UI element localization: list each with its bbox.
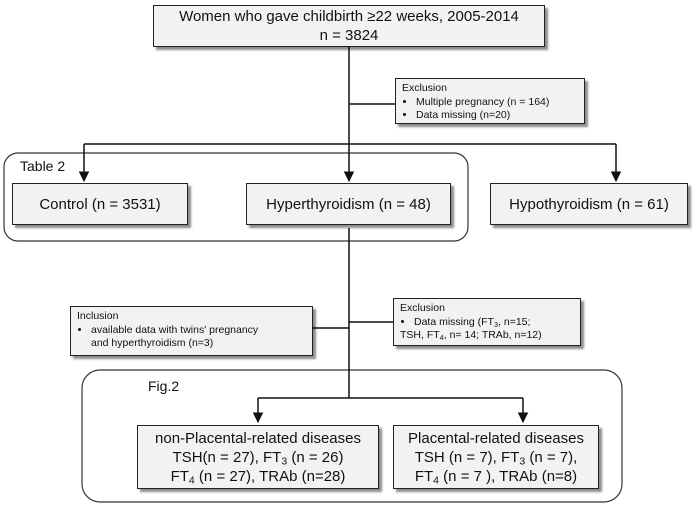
placental-line-2: TSH (n = 7), FT3 (n = 7), [415, 448, 578, 467]
non-placental-text: (n = 26) [287, 448, 344, 466]
subscript: 3 [281, 455, 288, 468]
exclusion-box-2: Exclusion Data missing (FT3, n=15; TSH, … [393, 298, 581, 346]
subscript: 4 [433, 474, 440, 487]
placental-title: Placental-related diseases [408, 429, 584, 447]
non-placental-box: non-Placental-related diseases TSH(n = 2… [137, 425, 379, 489]
exclusion-1-list: Multiple pregnancy (n = 164) Data missin… [402, 96, 578, 122]
exclusion-2-text: TSH, FT [400, 329, 440, 341]
inclusion-line-1: available data with twins' pregnancy [91, 324, 259, 336]
placental-text: TSH (n = 7), FT [414, 448, 520, 466]
subscript: 4 [439, 332, 444, 342]
exclusion-2-title: Exclusion [400, 302, 445, 314]
group-outline-table2 [3, 152, 469, 242]
inclusion-item: available data with twins' pregnancy and… [91, 324, 306, 350]
table2-group-label: Table 2 [20, 158, 66, 174]
non-placental-text: FT [170, 467, 189, 485]
non-placental-title: non-Placental-related diseases [155, 429, 361, 447]
inclusion-list: available data with twins' pregnancy and… [77, 324, 306, 350]
group-outline-fig2 [81, 369, 623, 503]
hypothyroidism-box: Hypothyroidism (n = 61) [490, 183, 688, 225]
exclusion-2-text: , n=15; [498, 316, 531, 328]
exclusion-2-list: Data missing (FT3, n=15; [400, 316, 574, 329]
exclusion-2-line-2: TSH, FT4, n= 14; TRAb, n=12) [400, 329, 574, 342]
exclusion-2-text: Data missing (FT [414, 316, 494, 328]
subscript: 3 [493, 319, 499, 329]
hyperthyroidism-box: Hyperthyroidism (n = 48) [246, 183, 451, 225]
population-title: Women who gave childbirth ≥22 weeks, 200… [179, 8, 519, 25]
exclusion-2-text: , n= 14; TRAb, n=12) [443, 329, 542, 341]
inclusion-box: Inclusion available data with twins' pre… [70, 306, 313, 356]
fig2-group-label: Fig.2 [148, 378, 180, 394]
inclusion-line-2: and hyperthyroidism (n=3) [91, 337, 214, 349]
placental-text: FT [414, 467, 434, 485]
control-label: Control (n = 3531) [39, 195, 161, 213]
subscript: 3 [519, 455, 526, 468]
non-placental-text: (n = 27), TRAb (n=28) [194, 467, 346, 485]
hypothyroidism-label: Hypothyroidism (n = 61) [509, 195, 669, 213]
control-box: Control (n = 3531) [12, 183, 188, 225]
non-placental-text: TSH(n = 27), FT [172, 448, 282, 466]
exclusion-box-1: Exclusion Multiple pregnancy (n = 164) D… [395, 78, 585, 124]
exclusion-1-item: Multiple pregnancy (n = 164) [416, 96, 578, 109]
exclusion-2-item: Data missing (FT3, n=15; [414, 316, 574, 329]
hyperthyroidism-label: Hyperthyroidism (n = 48) [266, 195, 431, 213]
placental-text: (n = 7), [525, 448, 578, 466]
subscript: 4 [188, 474, 195, 487]
placental-line-3: FT4 (n = 7 ), TRAb (n=8) [415, 467, 577, 486]
exclusion-1-title: Exclusion [402, 82, 447, 94]
population-count: n = 3824 [319, 27, 379, 44]
non-placental-line-3: FT4 (n = 27), TRAb (n=28) [171, 467, 346, 486]
placental-box: Placental-related diseases TSH (n = 7), … [393, 425, 599, 489]
population-box: Women who gave childbirth ≥22 weeks, 200… [153, 5, 545, 47]
exclusion-1-item: Data missing (n=20) [416, 109, 578, 122]
non-placental-line-2: TSH(n = 27), FT3 (n = 26) [173, 448, 344, 467]
inclusion-title: Inclusion [77, 310, 119, 322]
placental-text: (n = 7 ), TRAb (n=8) [439, 467, 578, 485]
